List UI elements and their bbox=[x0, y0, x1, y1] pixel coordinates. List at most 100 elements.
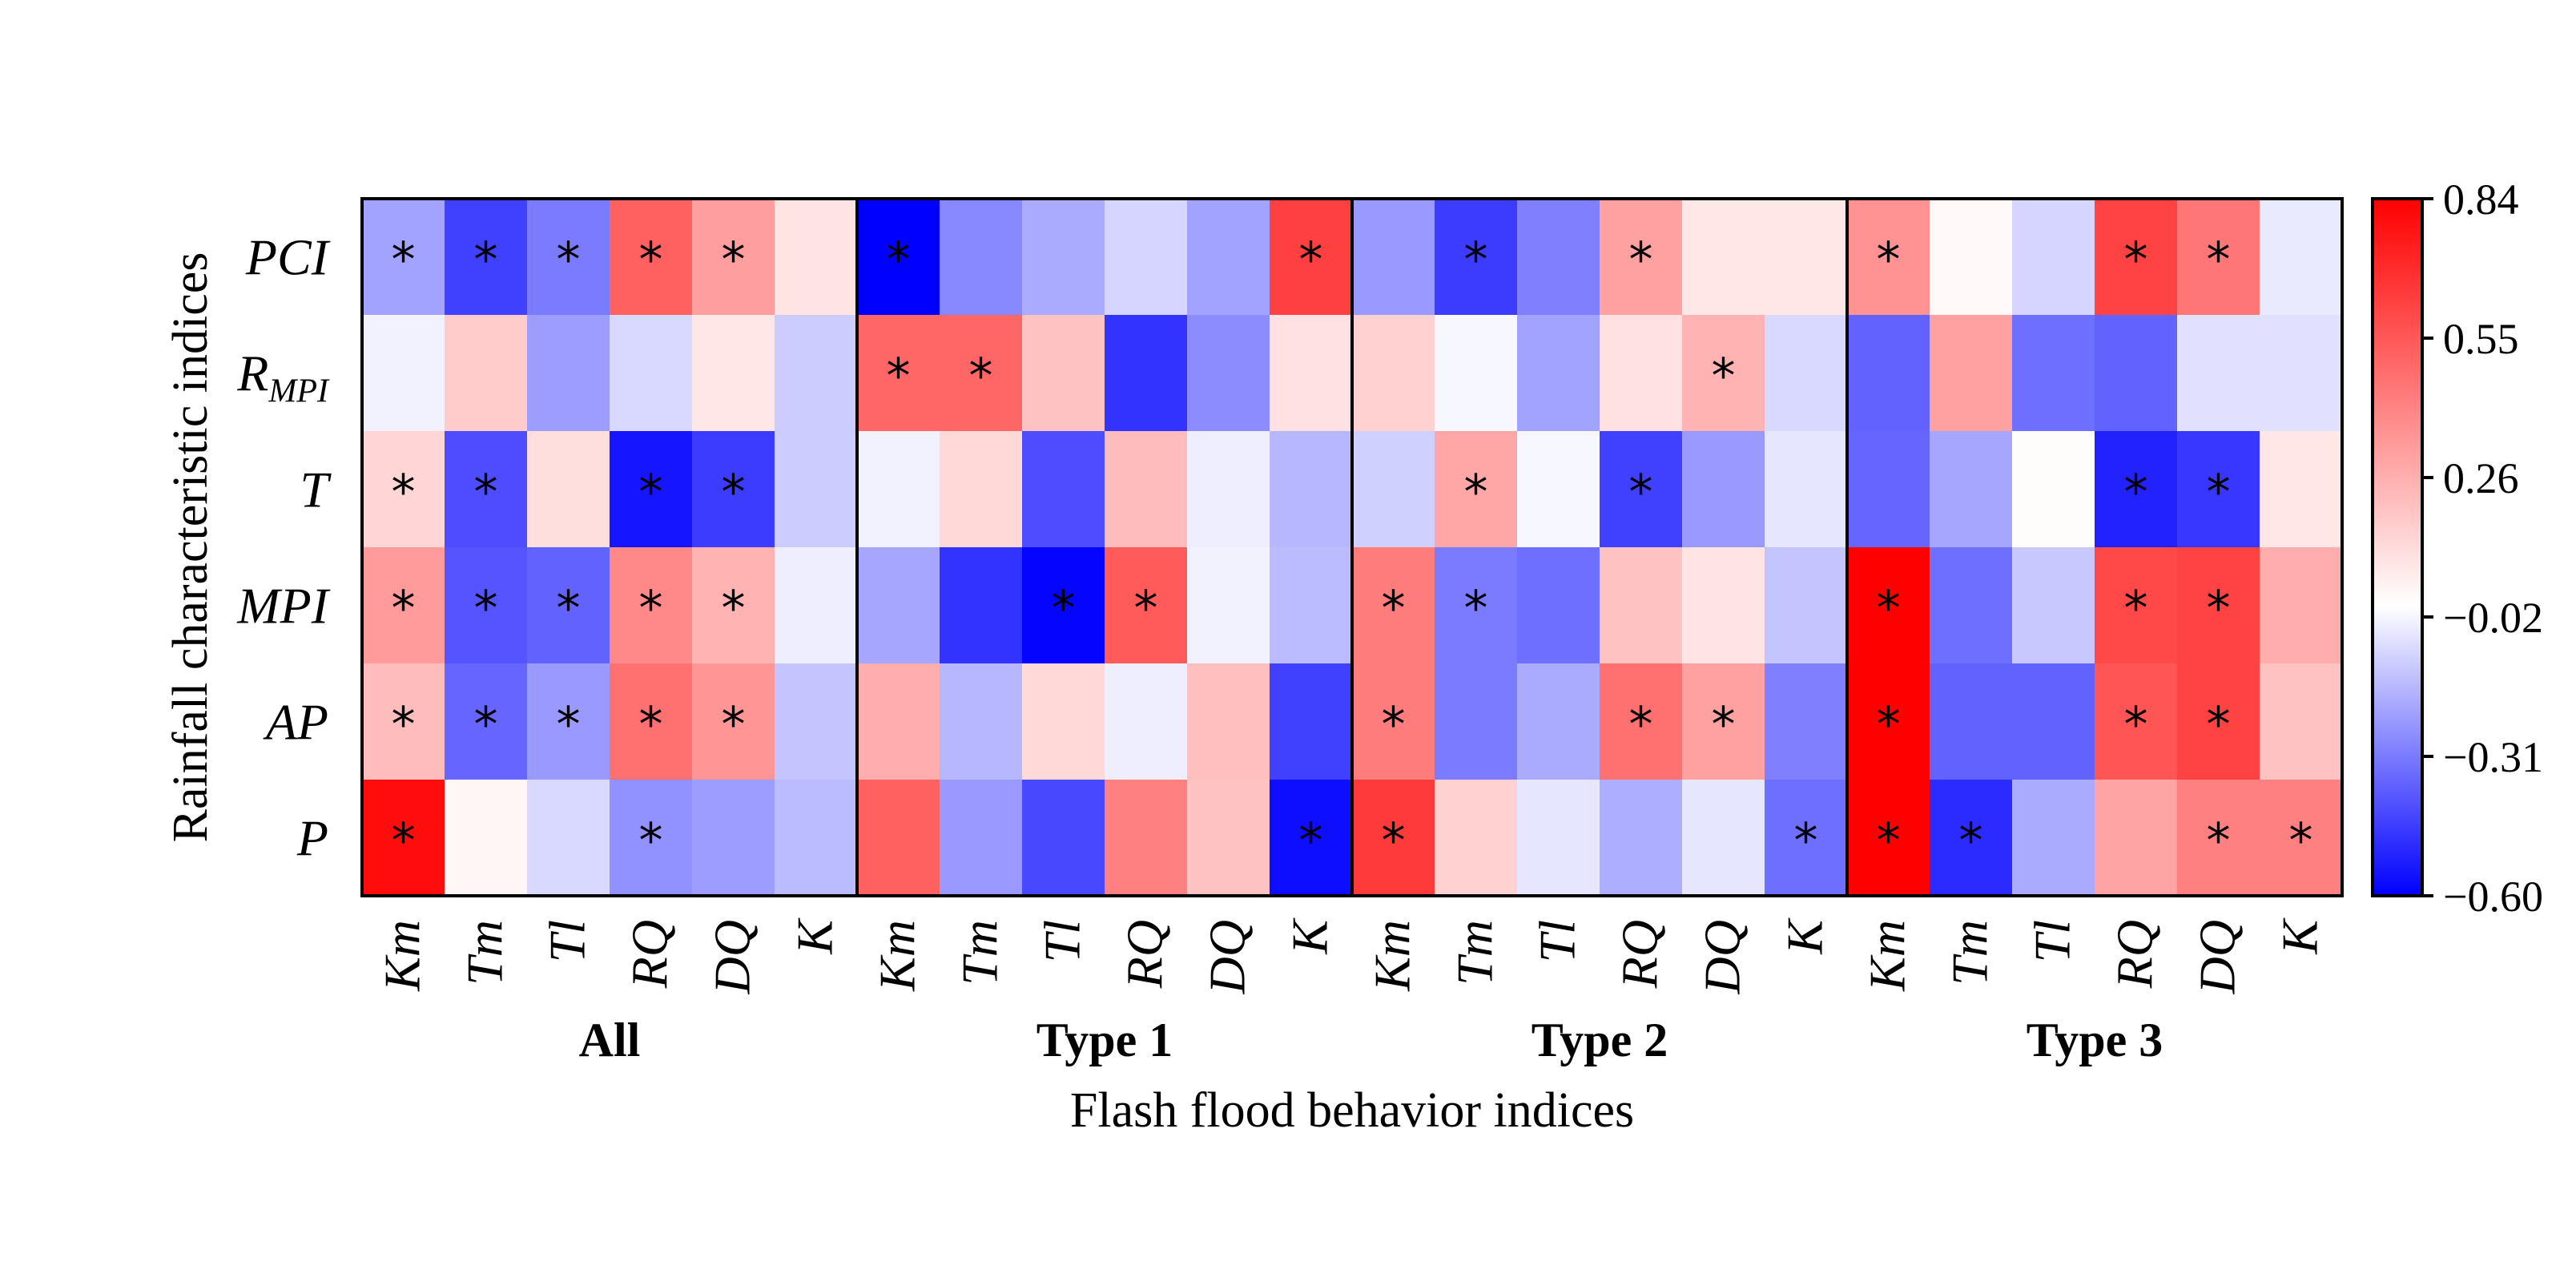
heatmap-cell bbox=[1765, 315, 1848, 432]
significance-marker: * bbox=[722, 697, 746, 753]
heatmap-cell bbox=[692, 780, 775, 897]
significance-marker: * bbox=[392, 465, 416, 521]
significance-marker: * bbox=[474, 697, 498, 753]
heatmap-cell bbox=[1847, 431, 1930, 548]
x-tick-label: K bbox=[1777, 917, 1833, 955]
heatmap-cell bbox=[610, 431, 693, 548]
x-tick-label: DQ bbox=[1199, 920, 1256, 994]
heatmap-cell bbox=[1352, 431, 1435, 548]
colorbar-tick-label: −0.02 bbox=[2443, 594, 2543, 642]
significance-marker: * bbox=[1382, 813, 1406, 869]
significance-marker: * bbox=[2207, 465, 2231, 521]
significance-marker: * bbox=[639, 697, 663, 753]
heatmap-cell bbox=[940, 199, 1023, 316]
heatmap-cell bbox=[857, 199, 940, 316]
heatmap-cell bbox=[1765, 547, 1848, 664]
significance-markers: * * * * * * * * * * * * * * * * * * * * * * * * * * * * * * * * * * * * * * * *… bbox=[392, 232, 2313, 869]
heatmap-cell bbox=[1847, 663, 1930, 780]
heatmap-cell bbox=[2012, 780, 2095, 897]
heatmap-cell bbox=[445, 315, 528, 432]
significance-marker: * bbox=[474, 232, 498, 288]
heatmap-cell bbox=[1105, 780, 1188, 897]
colorbar-tick-label: −0.60 bbox=[2443, 873, 2543, 921]
x-tick-label: Km bbox=[374, 920, 431, 992]
x-tick-label: K bbox=[787, 917, 843, 955]
significance-marker: * bbox=[1877, 697, 1901, 753]
significance-marker: * bbox=[722, 581, 746, 637]
heatmap-cell bbox=[1930, 199, 2013, 316]
heatmap-cell bbox=[1352, 663, 1435, 780]
heatmap-cell bbox=[2095, 199, 2178, 316]
heatmap-cell bbox=[2095, 315, 2178, 432]
heatmap-cell bbox=[2260, 431, 2343, 548]
heatmap-cell bbox=[775, 780, 858, 897]
heatmap-cell bbox=[1847, 780, 1930, 897]
significance-marker: * bbox=[1464, 581, 1488, 637]
significance-marker: * bbox=[1382, 581, 1406, 637]
significance-marker: * bbox=[2207, 232, 2231, 288]
heatmap-cell bbox=[610, 199, 693, 316]
heatmap-cell bbox=[775, 315, 858, 432]
significance-marker: * bbox=[1712, 697, 1736, 753]
heatmap-cell bbox=[1930, 547, 2013, 664]
colorbar-tick-label: 0.55 bbox=[2443, 315, 2519, 363]
heatmap-cell bbox=[362, 663, 445, 780]
significance-marker: * bbox=[1877, 232, 1901, 288]
significance-marker: * bbox=[474, 465, 498, 521]
heatmap-cell bbox=[1682, 780, 1765, 897]
significance-marker: * bbox=[1629, 697, 1653, 753]
group-labels: All Type 1 Type 2 Type 3 bbox=[579, 1014, 2163, 1066]
heatmap-cell bbox=[1600, 431, 1683, 548]
heatmap-cell bbox=[1270, 780, 1353, 897]
significance-marker: * bbox=[722, 465, 746, 521]
heatmap-cell bbox=[445, 199, 528, 316]
colorbar-gradient bbox=[2371, 197, 2424, 897]
x-tick-labels: Km Tm Tl RQ DQ K Km Tm Tl RQ DQ K Km Tm Tl RQ DQ K Km Tm Tl R… bbox=[374, 917, 2328, 995]
heatmap-cell bbox=[2177, 547, 2260, 664]
heatmap-cell bbox=[1270, 547, 1353, 664]
heatmap-cell bbox=[1435, 780, 1518, 897]
significance-marker: * bbox=[1134, 581, 1158, 637]
heatmap-cell bbox=[1517, 663, 1600, 780]
heatmap-cell bbox=[1022, 431, 1105, 548]
heatmap-cell bbox=[2012, 547, 2095, 664]
x-tick-label: RQ bbox=[1117, 920, 1173, 989]
heatmap-cell bbox=[1022, 663, 1105, 780]
y-tick-label: PCI bbox=[245, 229, 331, 286]
heatmap-cell bbox=[857, 780, 940, 897]
heatmap-cell bbox=[445, 431, 528, 548]
y-tick-label: T bbox=[300, 462, 332, 518]
heatmap-cell bbox=[445, 663, 528, 780]
heatmap-cell bbox=[610, 547, 693, 664]
heatmap-cell bbox=[610, 663, 693, 780]
significance-marker: * bbox=[2124, 465, 2148, 521]
significance-marker: * bbox=[887, 349, 911, 405]
x-tick-label: DQ bbox=[704, 920, 761, 994]
heatmap-cell bbox=[1517, 315, 1600, 432]
x-tick-label: Tl bbox=[1529, 920, 1586, 962]
heatmap-cell bbox=[857, 663, 940, 780]
heatmap-cell bbox=[2012, 663, 2095, 780]
significance-marker: * bbox=[2124, 581, 2148, 637]
group-frame bbox=[1845, 197, 2344, 897]
heatmap-cell bbox=[1682, 431, 1765, 548]
heatmap-cell bbox=[692, 431, 775, 548]
heatmap-cell bbox=[940, 431, 1023, 548]
heatmap-cell bbox=[362, 431, 445, 548]
heatmap-cell bbox=[1352, 547, 1435, 664]
heatmap-cell bbox=[2177, 199, 2260, 316]
significance-marker: * bbox=[1629, 232, 1653, 288]
heatmap-cell bbox=[940, 780, 1023, 897]
heatmap-cell bbox=[1600, 315, 1683, 432]
group-label: Type 3 bbox=[2027, 1014, 2163, 1066]
y-tick-label: AP bbox=[263, 694, 328, 751]
x-tick-label: DQ bbox=[2189, 920, 2246, 994]
heatmap-cell bbox=[2095, 547, 2178, 664]
heatmap-cells bbox=[362, 199, 2343, 897]
heatmap-cell bbox=[1930, 780, 2013, 897]
heatmap-cell bbox=[940, 315, 1023, 432]
significance-marker: * bbox=[2207, 697, 2231, 753]
heatmap-cell bbox=[1435, 315, 1518, 432]
heatmap-cell bbox=[445, 547, 528, 664]
significance-marker: * bbox=[1712, 349, 1736, 405]
